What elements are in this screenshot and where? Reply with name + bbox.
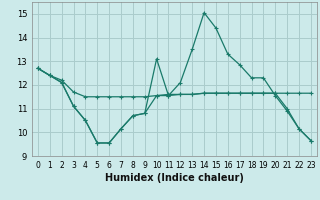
X-axis label: Humidex (Indice chaleur): Humidex (Indice chaleur) <box>105 173 244 183</box>
